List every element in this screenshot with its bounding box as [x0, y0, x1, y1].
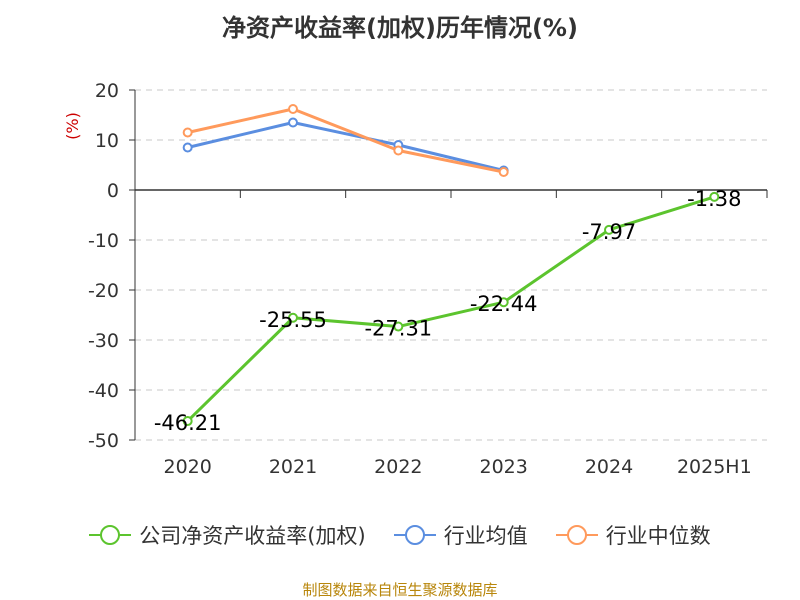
legend-item: 行业均值 [393, 520, 528, 550]
data-label: -27.31 [364, 317, 432, 341]
data-point [182, 142, 193, 153]
x-tick-label: 2020 [163, 456, 211, 478]
x-tick-label: 2021 [269, 456, 317, 478]
data-point [182, 416, 193, 427]
data-label: -7.97 [582, 220, 636, 244]
data-point [288, 117, 298, 128]
legend-item: 公司净资产收益率(加权) [89, 520, 366, 550]
y-tick-label: -40 [88, 380, 119, 402]
y-axis-label: (%) [63, 112, 82, 140]
data-labels: -46.21 -25.55 -27.31 -22.44 -7.97 -1.38 [154, 187, 742, 435]
y-tick-label: 10 [95, 130, 119, 152]
series-lines [182, 104, 720, 427]
data-point [604, 224, 614, 235]
legend-label: 公司净资产收益率(加权) [139, 524, 366, 548]
data-source-note: 制图数据来自恒生聚源数据库 [302, 581, 498, 599]
legend-label: 行业均值 [443, 524, 528, 548]
axes: 20 10 0 -10 -20 -30 -40 -50 2020 2021 2022 2023 2024… [88, 80, 768, 478]
data-point [393, 321, 404, 332]
y-tick-label: -10 [88, 230, 119, 252]
legend-marker-icon [393, 523, 436, 547]
data-point [288, 104, 298, 114]
series-line [186, 195, 715, 423]
data-point [393, 145, 404, 156]
legend: 公司净资产收益率(加权) 行业均值 行业中位数 [0, 520, 800, 550]
y-tick-label: 20 [95, 80, 119, 102]
data-point [182, 127, 193, 138]
x-tick-label: 2024 [585, 456, 633, 478]
data-point [498, 167, 509, 177]
y-tick-label: -30 [88, 330, 119, 352]
data-point [288, 312, 298, 323]
x-tick-label: 2025H1 [677, 456, 752, 478]
chart-title: 净资产收益率(加权)历年情况(%) [222, 14, 578, 42]
y-tick-label: -20 [88, 280, 119, 302]
grid-lines [135, 89, 767, 441]
legend-item: 行业中位数 [555, 520, 711, 550]
data-label: -22.44 [470, 292, 538, 316]
y-tick-label: -50 [88, 430, 119, 452]
x-tick-label: 2023 [479, 456, 527, 478]
legend-marker-icon [555, 523, 598, 547]
data-point [498, 297, 509, 308]
data-label: -46.21 [154, 411, 222, 435]
data-point [709, 191, 720, 202]
data-label: -25.55 [259, 308, 327, 332]
y-tick-label: 0 [107, 180, 119, 202]
legend-marker-icon [89, 523, 132, 547]
data-label: -1.38 [687, 187, 741, 211]
series-line [187, 121, 505, 172]
legend-label: 行业中位数 [605, 524, 711, 548]
series-line [187, 107, 504, 174]
x-tick-label: 2022 [374, 456, 422, 478]
